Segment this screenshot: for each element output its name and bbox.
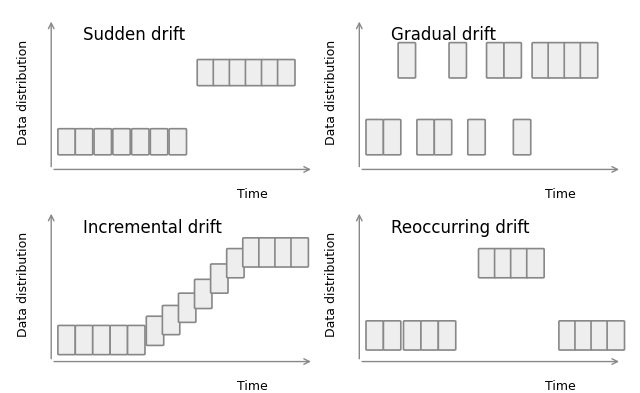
Text: Data distribution: Data distribution: [17, 232, 30, 337]
FancyBboxPatch shape: [195, 279, 212, 309]
FancyBboxPatch shape: [383, 321, 401, 350]
FancyBboxPatch shape: [259, 238, 276, 267]
FancyBboxPatch shape: [559, 321, 576, 350]
Text: Reoccurring drift: Reoccurring drift: [392, 219, 530, 237]
FancyBboxPatch shape: [76, 325, 93, 354]
FancyBboxPatch shape: [110, 325, 127, 354]
FancyBboxPatch shape: [179, 293, 196, 322]
FancyBboxPatch shape: [163, 305, 180, 335]
FancyBboxPatch shape: [421, 321, 438, 350]
FancyBboxPatch shape: [76, 129, 93, 155]
FancyBboxPatch shape: [229, 59, 247, 86]
FancyBboxPatch shape: [275, 238, 292, 267]
Text: Time: Time: [237, 380, 268, 393]
FancyBboxPatch shape: [366, 119, 383, 155]
FancyBboxPatch shape: [94, 129, 111, 155]
Text: Time: Time: [545, 188, 575, 201]
FancyBboxPatch shape: [113, 129, 130, 155]
FancyBboxPatch shape: [607, 321, 625, 350]
FancyBboxPatch shape: [504, 42, 522, 78]
FancyBboxPatch shape: [511, 249, 528, 278]
FancyBboxPatch shape: [575, 321, 593, 350]
FancyBboxPatch shape: [398, 42, 415, 78]
FancyBboxPatch shape: [468, 119, 485, 155]
FancyBboxPatch shape: [532, 42, 550, 78]
Text: Sudden drift: Sudden drift: [83, 26, 186, 44]
Text: Data distribution: Data distribution: [325, 232, 338, 337]
FancyBboxPatch shape: [435, 119, 452, 155]
FancyBboxPatch shape: [591, 321, 609, 350]
Text: Incremental drift: Incremental drift: [83, 219, 222, 237]
FancyBboxPatch shape: [564, 42, 582, 78]
FancyBboxPatch shape: [366, 321, 383, 350]
FancyBboxPatch shape: [211, 264, 228, 293]
FancyBboxPatch shape: [417, 119, 435, 155]
FancyBboxPatch shape: [93, 325, 110, 354]
FancyBboxPatch shape: [197, 59, 214, 86]
Text: Time: Time: [237, 188, 268, 201]
FancyBboxPatch shape: [227, 249, 244, 278]
FancyBboxPatch shape: [383, 119, 401, 155]
FancyBboxPatch shape: [58, 325, 76, 354]
FancyBboxPatch shape: [527, 249, 544, 278]
FancyBboxPatch shape: [169, 129, 186, 155]
Text: Data distribution: Data distribution: [17, 40, 30, 145]
FancyBboxPatch shape: [132, 129, 149, 155]
FancyBboxPatch shape: [278, 59, 295, 86]
FancyBboxPatch shape: [150, 129, 168, 155]
FancyBboxPatch shape: [213, 59, 230, 86]
FancyBboxPatch shape: [486, 42, 504, 78]
FancyBboxPatch shape: [403, 321, 421, 350]
FancyBboxPatch shape: [438, 321, 456, 350]
FancyBboxPatch shape: [449, 42, 467, 78]
FancyBboxPatch shape: [580, 42, 598, 78]
FancyBboxPatch shape: [548, 42, 566, 78]
FancyBboxPatch shape: [245, 59, 263, 86]
FancyBboxPatch shape: [127, 325, 145, 354]
Text: Time: Time: [545, 380, 575, 393]
FancyBboxPatch shape: [262, 59, 279, 86]
FancyBboxPatch shape: [479, 249, 496, 278]
FancyBboxPatch shape: [291, 238, 308, 267]
Text: Gradual drift: Gradual drift: [392, 26, 497, 44]
FancyBboxPatch shape: [495, 249, 512, 278]
FancyBboxPatch shape: [58, 129, 76, 155]
FancyBboxPatch shape: [243, 238, 260, 267]
FancyBboxPatch shape: [513, 119, 531, 155]
Text: Data distribution: Data distribution: [325, 40, 338, 145]
FancyBboxPatch shape: [147, 316, 164, 345]
